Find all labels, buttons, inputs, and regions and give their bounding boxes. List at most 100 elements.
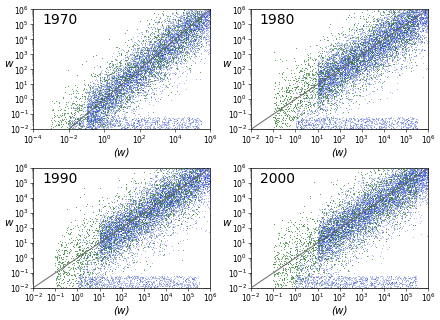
Point: [195, 176, 202, 181]
Point: [110, 107, 117, 112]
Point: [338, 74, 345, 79]
Point: [387, 185, 394, 190]
Point: [61, 110, 68, 115]
Point: [346, 47, 353, 52]
Point: [382, 36, 389, 42]
Point: [161, 186, 168, 191]
Point: [387, 25, 394, 30]
Point: [380, 28, 387, 33]
Point: [121, 78, 128, 83]
Point: [423, 181, 430, 186]
Point: [108, 222, 115, 227]
Point: [335, 241, 342, 246]
Point: [348, 64, 355, 69]
Point: [150, 38, 157, 43]
Point: [182, 193, 189, 198]
Point: [336, 79, 343, 84]
Point: [323, 238, 330, 243]
Point: [375, 19, 382, 24]
Point: [403, 19, 410, 24]
Point: [144, 208, 151, 213]
Point: [185, 22, 192, 27]
Point: [101, 237, 108, 243]
Point: [171, 165, 178, 171]
Point: [367, 47, 374, 52]
Point: [389, 172, 396, 177]
Point: [103, 246, 110, 251]
Point: [375, 71, 382, 76]
Point: [403, 182, 411, 187]
Point: [331, 244, 338, 249]
Point: [396, 177, 403, 182]
Point: [157, 179, 164, 184]
Point: [128, 72, 135, 77]
Point: [356, 178, 363, 183]
Point: [406, 23, 413, 28]
Point: [105, 100, 112, 105]
Point: [313, 219, 320, 224]
Point: [121, 255, 128, 260]
Point: [398, 16, 405, 21]
Point: [326, 249, 333, 254]
X-axis label: (w): (w): [114, 306, 130, 316]
Point: [410, 21, 417, 26]
Point: [357, 280, 364, 285]
Point: [324, 238, 331, 243]
Point: [115, 250, 122, 255]
Point: [351, 212, 358, 217]
Point: [156, 196, 163, 202]
Point: [161, 44, 168, 49]
Point: [402, 192, 409, 197]
Point: [394, 9, 401, 14]
Point: [120, 83, 127, 88]
Point: [359, 36, 366, 42]
Point: [319, 73, 326, 78]
Point: [146, 47, 153, 52]
Point: [171, 50, 178, 55]
Point: [167, 32, 174, 37]
Point: [110, 116, 117, 121]
Point: [392, 48, 399, 53]
Point: [174, 180, 181, 185]
Point: [303, 102, 310, 107]
Point: [359, 46, 366, 52]
Point: [170, 212, 177, 217]
Point: [138, 93, 145, 98]
Point: [148, 241, 155, 246]
Point: [412, 35, 419, 40]
Point: [331, 215, 338, 220]
Point: [59, 280, 66, 285]
Point: [164, 177, 171, 182]
Point: [191, 7, 198, 12]
Point: [130, 224, 137, 229]
Point: [139, 226, 147, 231]
Point: [124, 67, 131, 72]
Point: [401, 59, 408, 64]
Point: [196, 167, 203, 172]
Point: [359, 67, 366, 72]
Point: [117, 227, 125, 232]
Point: [110, 260, 117, 265]
Point: [376, 77, 383, 82]
Point: [125, 222, 132, 227]
Point: [326, 82, 333, 87]
Point: [407, 187, 414, 192]
Point: [183, 74, 190, 79]
Point: [416, 20, 423, 25]
Point: [322, 284, 329, 290]
Point: [77, 273, 84, 278]
Point: [330, 248, 337, 253]
Point: [112, 210, 119, 215]
Point: [319, 228, 326, 233]
Point: [330, 64, 337, 69]
Point: [88, 120, 95, 125]
Point: [124, 231, 131, 236]
Point: [188, 21, 195, 27]
Point: [327, 240, 334, 245]
Point: [330, 228, 337, 234]
Point: [166, 46, 173, 51]
Point: [330, 67, 337, 72]
Point: [392, 172, 399, 178]
Point: [140, 68, 147, 73]
Point: [149, 56, 156, 61]
